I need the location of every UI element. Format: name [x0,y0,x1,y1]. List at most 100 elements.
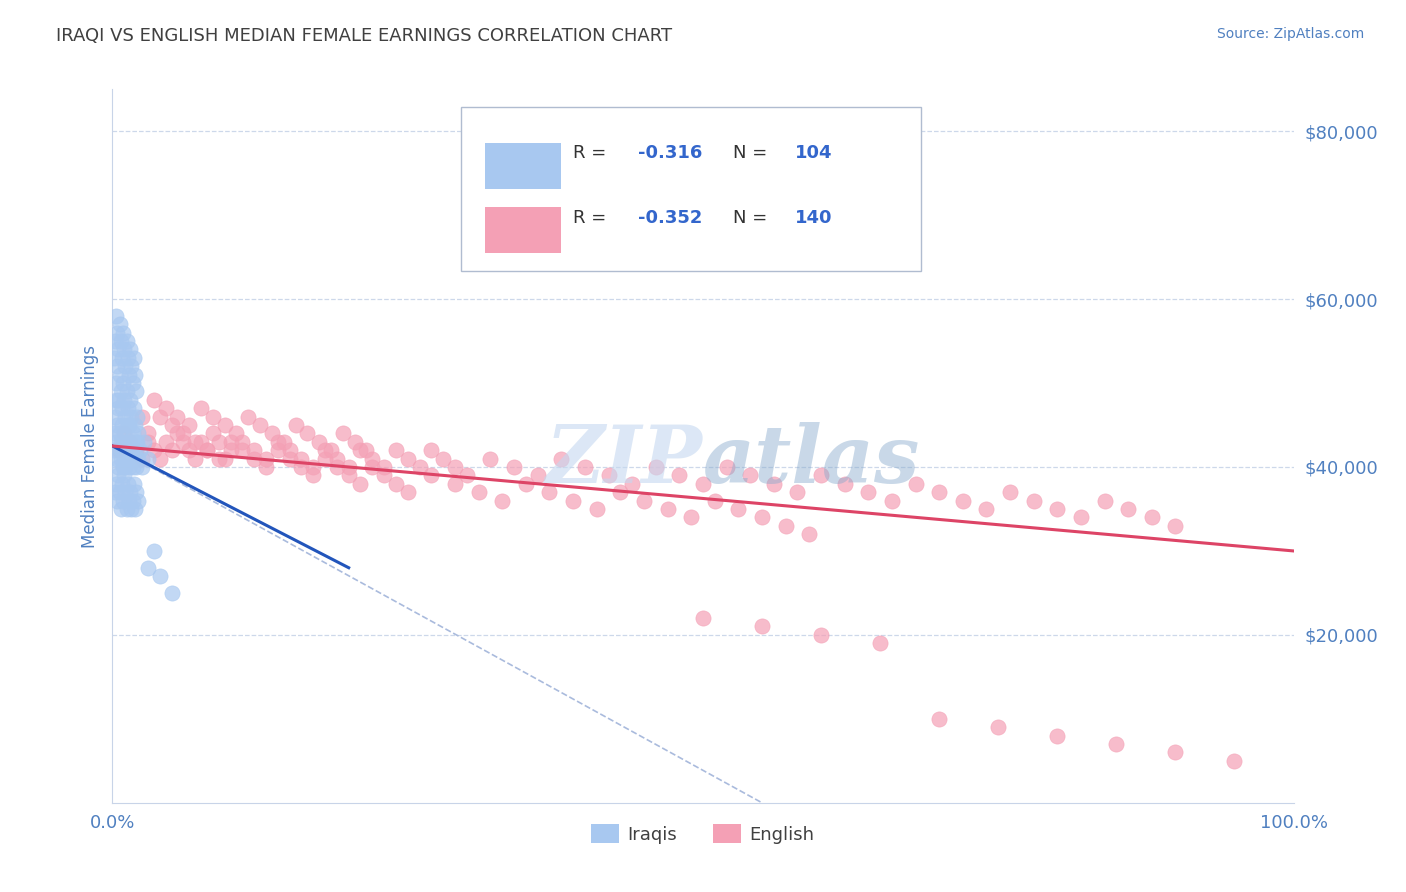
Text: 140: 140 [796,209,832,227]
Point [117,417,139,432]
Point [120,343,142,357]
Point [112,493,135,508]
Point [396,485,419,500]
Point [928,712,950,726]
Point [112,376,135,390]
Point [574,460,596,475]
Point [114,359,136,374]
Point [214,451,236,466]
Point [1094,493,1116,508]
Point [124,443,146,458]
Point [267,443,290,458]
Point [243,451,266,466]
Point [201,409,224,424]
Point [598,468,620,483]
Point [503,460,526,475]
Point [609,485,631,500]
Point [1022,493,1045,508]
Point [184,451,207,466]
Point [160,586,183,600]
Text: Source: ZipAtlas.com: Source: ZipAtlas.com [1216,27,1364,41]
Point [904,476,927,491]
Point [104,334,127,348]
Point [114,409,136,424]
Point [1046,729,1069,743]
Point [110,384,132,399]
Point [107,468,129,483]
Point [195,443,218,458]
Text: R =: R = [574,209,612,227]
Point [127,451,149,466]
Point [110,434,132,449]
Point [112,426,135,441]
Point [633,493,655,508]
Point [562,493,585,508]
Point [238,409,260,424]
Point [118,368,141,382]
Point [1070,510,1092,524]
Point [644,460,666,475]
Point [120,392,142,407]
Point [740,468,762,483]
Point [166,426,188,441]
Point [432,451,454,466]
Point [111,351,134,365]
Point [621,476,644,491]
Point [284,417,307,432]
Point [385,476,408,491]
Point [142,392,165,407]
Point [1164,518,1187,533]
Point [1105,737,1128,751]
Point [111,476,134,491]
Point [121,434,143,449]
Point [479,451,502,466]
Point [108,368,131,382]
Point [136,451,159,466]
Point [125,434,148,449]
Point [127,434,149,449]
Point [326,451,349,466]
Point [118,493,141,508]
Text: 104: 104 [796,145,832,162]
Point [128,443,150,458]
Point [120,502,142,516]
Point [314,443,336,458]
Point [332,426,354,441]
Point [172,434,194,449]
Point [134,434,156,449]
Point [928,485,950,500]
Point [136,426,159,441]
Point [219,434,242,449]
Point [190,434,212,449]
Point [122,401,145,416]
Point [108,485,131,500]
Point [356,443,378,458]
Point [104,426,127,441]
Point [998,485,1021,500]
Point [117,443,139,458]
Point [337,460,360,475]
Point [142,443,165,458]
Point [125,384,148,399]
Point [290,451,312,466]
Point [254,460,277,475]
Point [131,460,153,475]
Point [799,527,821,541]
Point [111,417,134,432]
Point [112,392,135,407]
Point [105,434,128,449]
Text: N =: N = [733,209,772,227]
Point [343,434,366,449]
Point [184,434,207,449]
Point [105,309,128,323]
Point [273,434,295,449]
Point [120,409,142,424]
Point [775,518,797,533]
Point [108,443,131,458]
Point [786,485,808,500]
Point [117,351,139,365]
Point [249,417,271,432]
Point [120,443,142,458]
Point [361,451,384,466]
Point [585,502,607,516]
